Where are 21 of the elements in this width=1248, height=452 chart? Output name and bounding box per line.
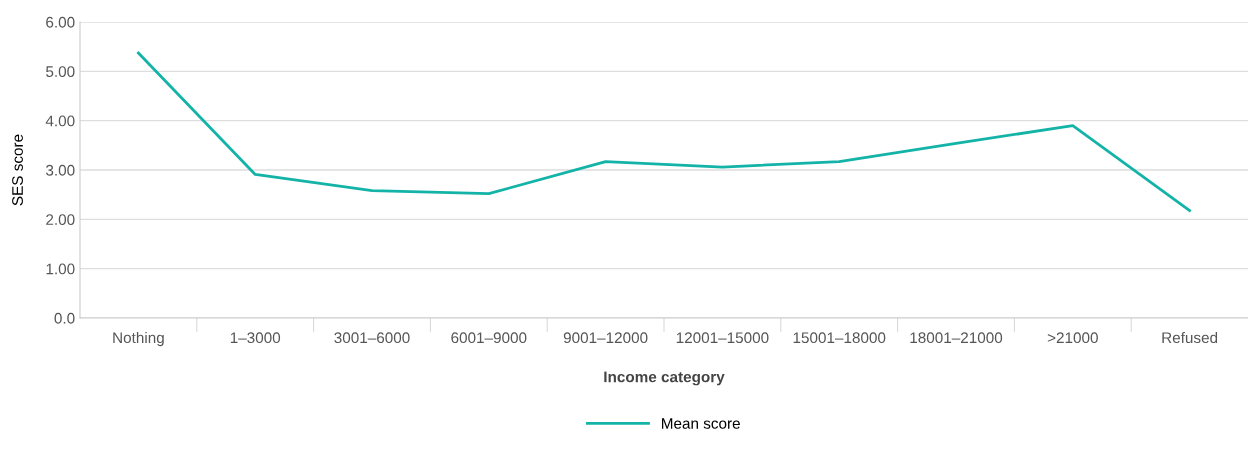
y-tick-label: 0.0	[54, 312, 75, 324]
x-tick-label: 1–3000	[230, 332, 281, 344]
x-axis-title: Income category	[604, 371, 725, 386]
x-tick-label: 15001–18000	[793, 332, 886, 344]
x-tick-label: Refused	[1162, 331, 1218, 344]
y-tick-label: 5.00	[46, 66, 75, 78]
y-tick-label: 3.00	[45, 164, 75, 176]
x-tick-label: 6001–9000	[451, 332, 527, 344]
x-tick-label: 18001–21000	[910, 332, 1003, 344]
x-tick-label: 3001–6000	[334, 332, 410, 344]
y-tick-label: 4.00	[45, 115, 75, 127]
y-axis-title: SES score	[12, 134, 23, 206]
y-tick-label: 2.00	[46, 214, 75, 226]
y-tick-label: 6.00	[46, 16, 75, 28]
line-series	[137, 51, 1191, 212]
x-tick-label: 9001–12000	[563, 332, 648, 344]
y-tick-label: 1.00	[46, 263, 75, 275]
x-tick-label: Nothing	[113, 331, 164, 347]
x-tick-label: 12001–15000	[676, 332, 769, 344]
legend-label: Mean score	[662, 418, 740, 429]
x-tick-label: >21000	[1047, 332, 1098, 344]
